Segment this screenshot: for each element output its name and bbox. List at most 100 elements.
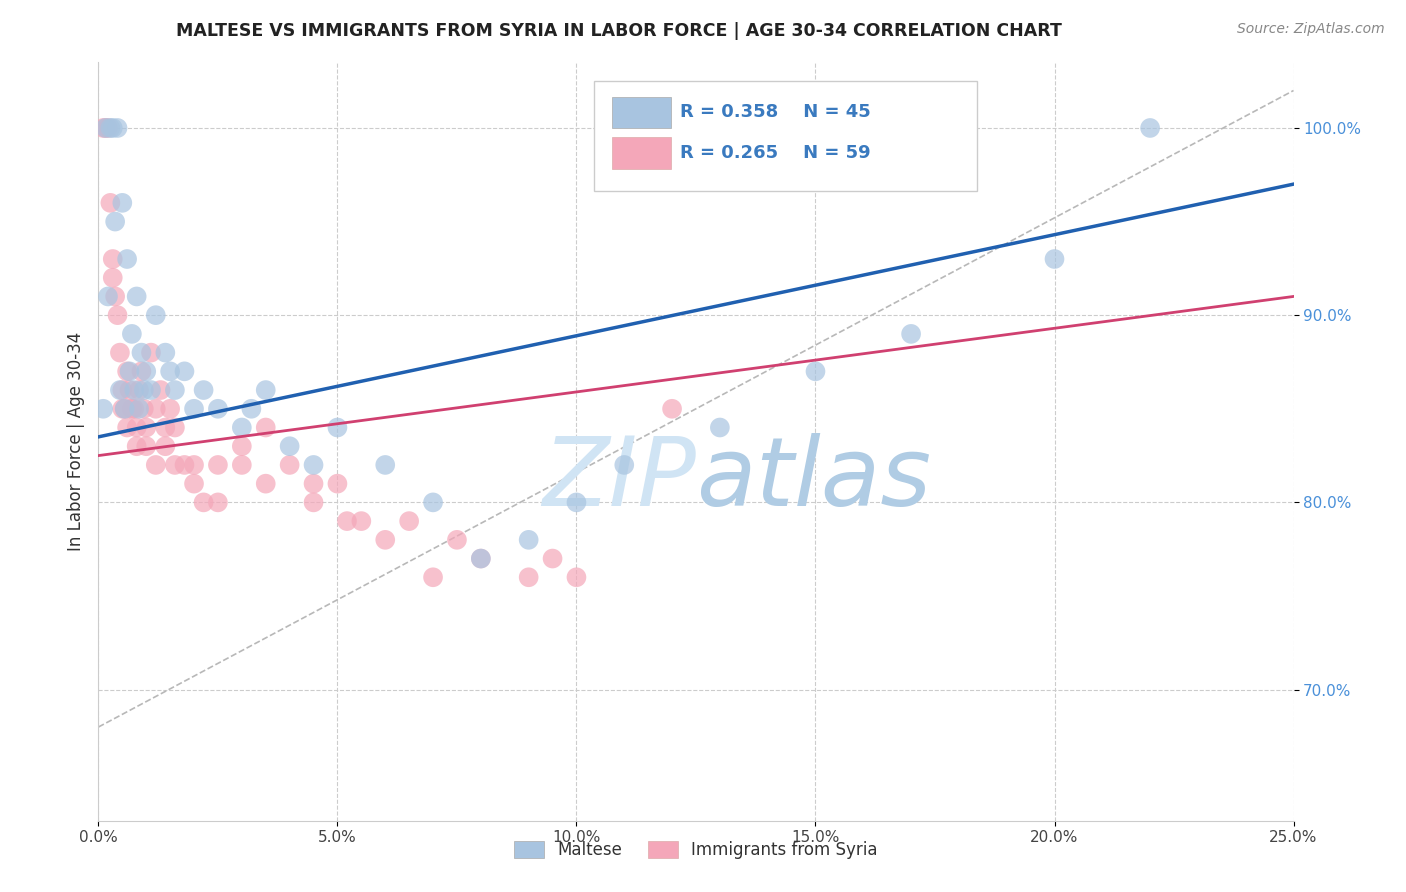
Point [336, 514, 359, 528]
Point [254, 420, 277, 434]
Point [374, 533, 396, 547]
Point [101, 270, 124, 285]
Point [108, 383, 131, 397]
Point [135, 364, 157, 378]
Point [111, 195, 134, 210]
Point [159, 401, 181, 416]
Point [132, 383, 155, 397]
FancyBboxPatch shape [613, 136, 671, 169]
Point [193, 495, 215, 509]
Point [132, 401, 155, 416]
Point [326, 476, 349, 491]
Point [91, 401, 114, 416]
Point [155, 439, 177, 453]
Point [541, 551, 564, 566]
Point [124, 401, 146, 416]
Point [94, 120, 117, 135]
Point [114, 401, 136, 416]
Point [104, 214, 127, 228]
Point [207, 401, 229, 416]
Point [145, 458, 167, 472]
Point [254, 383, 277, 397]
Point [97, 289, 120, 303]
Point [565, 570, 588, 584]
Point [231, 458, 253, 472]
Point [207, 495, 229, 509]
Point [207, 458, 229, 472]
Point [104, 289, 127, 303]
Point [661, 401, 683, 416]
Point [565, 495, 588, 509]
Point [1043, 252, 1066, 266]
Point [278, 458, 301, 472]
Point [1139, 120, 1161, 135]
Point [422, 570, 444, 584]
Point [98, 195, 122, 210]
Point [118, 364, 141, 378]
Point [101, 120, 124, 135]
Point [183, 458, 205, 472]
Point [125, 439, 148, 453]
Point [517, 533, 540, 547]
Point [108, 345, 131, 359]
Point [101, 252, 124, 266]
FancyBboxPatch shape [613, 96, 671, 128]
Point [804, 364, 827, 378]
Point [98, 120, 122, 135]
Point [254, 476, 277, 491]
Point [107, 120, 129, 135]
Point [131, 364, 153, 378]
Point [121, 401, 143, 416]
Point [240, 401, 263, 416]
Point [145, 308, 167, 322]
Point [517, 570, 540, 584]
Point [115, 252, 138, 266]
Point [124, 383, 146, 397]
Text: ZIP: ZIP [543, 433, 696, 526]
Point [155, 345, 177, 359]
Point [131, 345, 153, 359]
Point [128, 383, 150, 397]
Point [302, 458, 325, 472]
Point [139, 345, 162, 359]
Point [163, 420, 186, 434]
Point [302, 476, 325, 491]
Legend: Maltese, Immigrants from Syria: Maltese, Immigrants from Syria [508, 834, 884, 865]
Point [115, 364, 138, 378]
Point [128, 401, 150, 416]
Point [183, 476, 205, 491]
Point [231, 439, 253, 453]
Point [118, 383, 141, 397]
Text: MALTESE VS IMMIGRANTS FROM SYRIA IN LABOR FORCE | AGE 30-34 CORRELATION CHART: MALTESE VS IMMIGRANTS FROM SYRIA IN LABO… [176, 22, 1062, 40]
Point [193, 383, 215, 397]
Point [446, 533, 468, 547]
Point [135, 420, 157, 434]
Point [173, 364, 195, 378]
Point [111, 383, 134, 397]
Point [278, 439, 301, 453]
Point [145, 401, 167, 416]
Point [900, 326, 922, 341]
Text: R = 0.265    N = 59: R = 0.265 N = 59 [681, 144, 872, 161]
Point [97, 120, 120, 135]
Text: atlas: atlas [696, 433, 931, 526]
Text: R = 0.358    N = 45: R = 0.358 N = 45 [681, 103, 872, 121]
Point [231, 420, 253, 434]
Point [613, 458, 636, 472]
Point [121, 326, 143, 341]
Text: Source: ZipAtlas.com: Source: ZipAtlas.com [1237, 22, 1385, 37]
Point [163, 458, 186, 472]
Point [398, 514, 420, 528]
Point [139, 383, 162, 397]
Point [470, 551, 492, 566]
Point [302, 495, 325, 509]
Point [155, 420, 177, 434]
Point [91, 120, 114, 135]
Point [422, 495, 444, 509]
FancyBboxPatch shape [595, 81, 977, 191]
Point [159, 364, 181, 378]
Point [125, 289, 148, 303]
Point [121, 401, 143, 416]
Point [709, 420, 731, 434]
Point [350, 514, 373, 528]
